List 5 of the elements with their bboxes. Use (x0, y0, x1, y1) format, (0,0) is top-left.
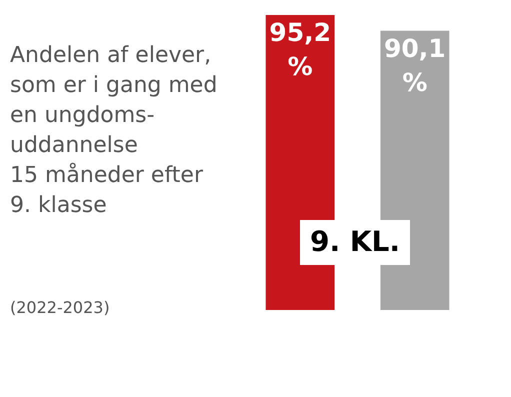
annotation: 9. KL. (310, 225, 400, 258)
data-label: 95,2 % (269, 18, 331, 81)
text: (2022-2023) (10, 298, 110, 317)
text: Andelen af elever, som er i gang med en ungdoms- uddannelse 15 måneder efter 9. klasse (10, 43, 218, 218)
data-label: 90,1 % (384, 34, 446, 97)
